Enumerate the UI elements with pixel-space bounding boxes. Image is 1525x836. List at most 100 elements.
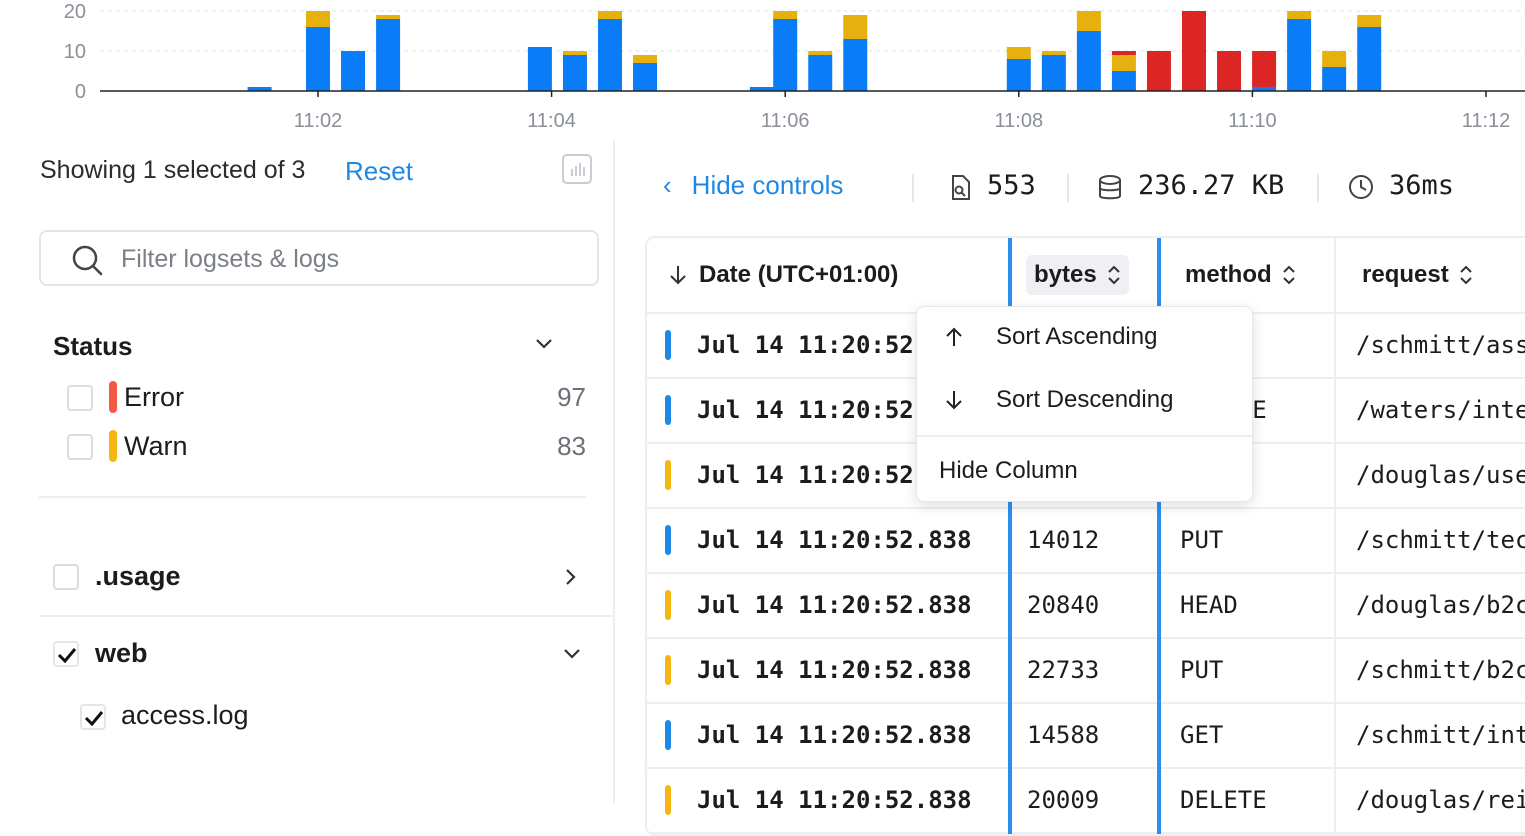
- histogram-bar-info[interactable]: [1357, 27, 1382, 91]
- histogram-bar-info[interactable]: [1322, 67, 1347, 91]
- arrow-down-icon: [946, 391, 962, 410]
- histogram-bar-warn[interactable]: [633, 55, 658, 63]
- status-error-color: [109, 381, 117, 413]
- menu-divider: [917, 435, 1252, 437]
- level-indicator: [665, 525, 671, 555]
- histogram-bar-warn[interactable]: [773, 11, 798, 19]
- column-header-bytes-label: bytes: [1034, 261, 1097, 288]
- histogram-bar-warn[interactable]: [1041, 51, 1066, 55]
- column-resize-handle[interactable]: [1334, 238, 1336, 834]
- histogram-bar-warn[interactable]: [1322, 51, 1347, 67]
- histogram-bar-info[interactable]: [341, 51, 366, 91]
- histogram-bar-info[interactable]: [527, 47, 552, 91]
- histogram-bar-error[interactable]: [1111, 51, 1136, 55]
- y-tick-label: 10: [64, 41, 86, 63]
- histogram-bar-info[interactable]: [808, 55, 833, 91]
- histogram-bar-info[interactable]: [306, 27, 330, 91]
- histogram-bar-info[interactable]: [1076, 31, 1101, 91]
- histogram-bar-warn[interactable]: [1357, 15, 1382, 27]
- checkmark-icon: [57, 648, 77, 664]
- histogram-bar-warn[interactable]: [598, 11, 622, 19]
- column-header-request[interactable]: request: [1362, 238, 1473, 312]
- usage-checkbox[interactable]: [53, 564, 79, 590]
- histogram-bar-warn[interactable]: [808, 51, 833, 55]
- histogram-bar-info[interactable]: [1006, 59, 1031, 91]
- active-sort-pill[interactable]: bytes: [1026, 255, 1129, 295]
- histogram-bar-warn[interactable]: [562, 51, 587, 55]
- reset-link[interactable]: Reset: [345, 156, 413, 186]
- cell-date: Jul 14 11:20:52.838: [697, 656, 972, 684]
- histogram-bar-info[interactable]: [1041, 55, 1066, 91]
- histogram-bar-warn[interactable]: [843, 15, 868, 39]
- status-error-checkbox[interactable]: [67, 385, 93, 411]
- log-volume-histogram[interactable]: 20 10 0 11:02 11:04 11:06 11:08 11:10 11:12: [0, 0, 1525, 140]
- chevron-down-icon[interactable]: [562, 647, 582, 661]
- status-warn-color: [109, 430, 117, 462]
- menu-sort-descending-label: Sort Descending: [996, 386, 1174, 413]
- table-row[interactable]: Jul 14 11:20:52.838 20840 HEAD/douglas/b2c: [647, 574, 1525, 639]
- table-row[interactable]: Jul 14 11:20:52.838 14012 PUT/schmitt/tec: [647, 509, 1525, 574]
- log-access-label[interactable]: access.log: [121, 700, 249, 730]
- histogram-bar-error[interactable]: [1217, 51, 1242, 91]
- histogram-bar-error[interactable]: [1182, 11, 1206, 91]
- checkmark-icon: [84, 711, 104, 727]
- cell-method: GET: [1180, 721, 1224, 749]
- histogram-bar-info[interactable]: [247, 87, 272, 91]
- status-warn-checkbox[interactable]: [67, 434, 93, 460]
- histogram-bar-warn[interactable]: [376, 15, 401, 19]
- histogram-bar-info[interactable]: [1287, 19, 1312, 91]
- filter-search-box[interactable]: [39, 230, 599, 286]
- histogram-bar-info[interactable]: [749, 87, 774, 91]
- hide-controls-button[interactable]: ‹ Hide controls: [663, 170, 843, 201]
- chart-toggle-button[interactable]: [562, 154, 592, 184]
- histogram-bar-info[interactable]: [598, 19, 622, 91]
- web-checkbox[interactable]: [53, 641, 79, 667]
- histogram-bar-info[interactable]: [1252, 87, 1277, 91]
- sort-updown-icon: [1459, 265, 1472, 285]
- column-options-menu: Sort Ascending Sort Descending Hide Colu…: [916, 306, 1253, 502]
- cell-date: Jul 14 11:20:52.838: [697, 721, 972, 749]
- level-indicator: [665, 330, 671, 360]
- menu-hide-column[interactable]: Hide Column: [917, 441, 1252, 501]
- chevron-right-icon[interactable]: [564, 567, 578, 587]
- section-divider: [39, 615, 614, 617]
- histogram-bar-info[interactable]: [843, 39, 868, 91]
- histogram-bar-info[interactable]: [773, 19, 798, 91]
- chevron-down-icon[interactable]: [534, 337, 554, 351]
- column-resize-handle[interactable]: [1157, 238, 1161, 834]
- column-header-date[interactable]: Date (UTC+01:00): [667, 238, 898, 312]
- menu-sort-ascending[interactable]: Sort Ascending: [917, 307, 1252, 367]
- menu-sort-descending[interactable]: Sort Descending: [917, 370, 1252, 430]
- histogram-bar-warn[interactable]: [1287, 11, 1312, 19]
- column-header-method[interactable]: method: [1185, 238, 1296, 312]
- table-row[interactable]: Jul 14 11:20:52.838 22733 PUT/schmitt/b2c: [647, 639, 1525, 704]
- cell-date: Jul 14 11:20:52.838: [697, 591, 972, 619]
- access-log-checkbox[interactable]: [80, 704, 106, 730]
- cell-method: PUT: [1180, 526, 1224, 554]
- table-row[interactable]: Jul 14 11:20:52.838 20009 DELETE/douglas/r…: [647, 769, 1525, 834]
- histogram-bar-error[interactable]: [1146, 51, 1171, 91]
- column-resize-handle[interactable]: [1008, 238, 1012, 834]
- filter-input[interactable]: [119, 240, 583, 278]
- histogram-bar-info[interactable]: [633, 63, 658, 91]
- histogram-bar-warn[interactable]: [1006, 47, 1031, 59]
- cell-bytes: 22733: [1027, 656, 1100, 684]
- column-header-bytes[interactable]: bytes: [1026, 238, 1129, 312]
- histogram-bar-info[interactable]: [562, 55, 587, 91]
- cell-request: /waters/inte: [1356, 396, 1525, 424]
- histogram-bar-error[interactable]: [1252, 51, 1277, 87]
- histogram-bar-warn[interactable]: [306, 11, 330, 27]
- histogram-bar-info[interactable]: [1111, 71, 1136, 91]
- table-row[interactable]: Jul 14 11:20:52.838 14588 GET/schmitt/int: [647, 704, 1525, 769]
- cell-date: Jul 14 11:20:52.838: [697, 526, 972, 554]
- y-tick-label: 20: [64, 1, 86, 23]
- menu-hide-column-label: Hide Column: [939, 457, 1078, 484]
- histogram-bar-warn[interactable]: [1076, 11, 1101, 31]
- logset-web-label[interactable]: web: [95, 638, 148, 668]
- logset-usage-label[interactable]: .usage: [95, 561, 181, 591]
- arrow-up-icon: [946, 327, 962, 346]
- arrow-down-icon: [670, 266, 686, 285]
- section-divider: [39, 496, 586, 498]
- histogram-bar-warn[interactable]: [1111, 55, 1136, 71]
- histogram-bar-info[interactable]: [376, 19, 401, 91]
